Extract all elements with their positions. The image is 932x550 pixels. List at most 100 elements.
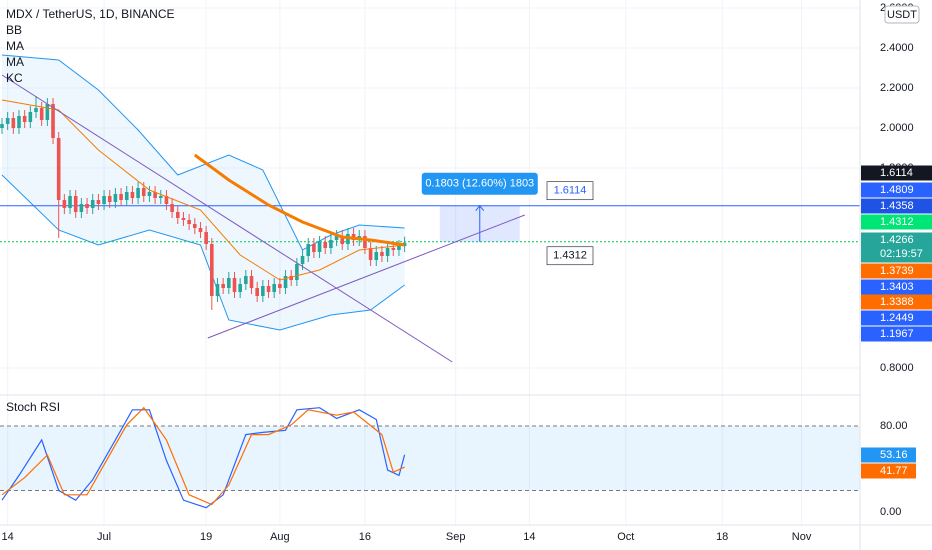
price-badge-text: 1.4266 bbox=[880, 234, 914, 246]
candle-body bbox=[283, 276, 288, 288]
x-tick-label: 14 bbox=[523, 531, 535, 543]
candle-body bbox=[147, 192, 152, 196]
band-line bbox=[1, 174, 405, 331]
y-tick-label: 80.00 bbox=[880, 420, 908, 432]
candle-body bbox=[192, 224, 197, 228]
candle-body bbox=[73, 196, 78, 212]
legend-item[interactable]: BB bbox=[6, 23, 22, 37]
candle-body bbox=[0, 124, 4, 128]
band-line bbox=[1, 54, 405, 251]
candle-body bbox=[11, 118, 16, 128]
candle-body bbox=[295, 264, 299, 280]
candle-body bbox=[119, 194, 123, 200]
candle-body bbox=[306, 244, 311, 256]
candle-body bbox=[232, 278, 237, 292]
candle-body bbox=[334, 236, 339, 240]
candle-body bbox=[5, 118, 10, 124]
stoch-badge bbox=[861, 447, 916, 463]
legend-item[interactable]: MA bbox=[6, 55, 24, 69]
candle-body bbox=[261, 286, 265, 296]
price-badge bbox=[861, 214, 932, 230]
price-badge-text: 1.3388 bbox=[880, 296, 914, 308]
candle-body bbox=[278, 284, 282, 288]
candle-body bbox=[28, 112, 33, 122]
candle-body bbox=[85, 204, 89, 208]
candle-body bbox=[68, 196, 72, 208]
x-tick-label: 16 bbox=[359, 531, 371, 543]
line-label: 1.6114 bbox=[554, 185, 587, 197]
x-tick-label: Jul bbox=[97, 531, 111, 543]
candle-body bbox=[198, 228, 203, 232]
candle-body bbox=[227, 278, 231, 288]
x-tick-label: Aug bbox=[270, 531, 290, 543]
line-label-bg bbox=[546, 246, 594, 266]
candle-body bbox=[385, 248, 390, 256]
stoch-badge-text: 53.16 bbox=[880, 449, 908, 461]
price-badge bbox=[861, 279, 932, 295]
candle-body bbox=[368, 248, 373, 260]
stoch-band bbox=[0, 425, 860, 491]
pane-title: Stoch RSI bbox=[6, 400, 60, 414]
candle-body bbox=[175, 212, 180, 218]
price-badge-text: 1.4312 bbox=[880, 216, 914, 228]
price-badge bbox=[861, 198, 932, 214]
price-badge bbox=[861, 310, 932, 326]
price-badge-text: 1.4358 bbox=[880, 200, 914, 212]
indicator-line bbox=[1, 99, 405, 281]
legend-item[interactable]: MA bbox=[6, 39, 24, 53]
candle-body bbox=[272, 284, 276, 292]
currency[interactable]: USDT bbox=[887, 9, 917, 21]
candle-body bbox=[170, 204, 174, 212]
candle-body bbox=[181, 218, 186, 220]
indicator-line bbox=[1, 74, 453, 363]
x-tick-label: Oct bbox=[617, 531, 634, 543]
price-badge bbox=[861, 294, 932, 310]
candle-body bbox=[323, 242, 328, 248]
price-badge bbox=[861, 232, 932, 263]
candle-body bbox=[210, 244, 214, 296]
y-tick-label: 2.0000 bbox=[880, 122, 914, 134]
measure-label-bg bbox=[421, 172, 538, 195]
x-tick-label: Nov bbox=[792, 531, 812, 543]
candle-body bbox=[34, 108, 38, 112]
candle-body bbox=[158, 196, 163, 198]
candle-body bbox=[153, 192, 157, 198]
candle-body bbox=[255, 288, 259, 296]
price-badge bbox=[861, 182, 932, 198]
price-badge bbox=[861, 263, 932, 279]
y-tick-label: 0.8000 bbox=[880, 362, 914, 374]
legend-item[interactable]: KC bbox=[6, 71, 23, 85]
price-badge-text: 1.2449 bbox=[880, 312, 914, 324]
candle-body bbox=[238, 284, 242, 292]
candle-body bbox=[17, 116, 21, 128]
candle-body bbox=[244, 276, 248, 284]
candle-body bbox=[215, 284, 220, 296]
stoch-badge-text: 41.77 bbox=[880, 465, 908, 477]
x-tick-label: 14 bbox=[2, 531, 14, 543]
chart-layer: 2.60002.40002.20002.00001.80000.800080.0… bbox=[0, 0, 914, 543]
price-badge bbox=[861, 326, 932, 342]
indicator-line bbox=[193, 153, 405, 247]
candle-body bbox=[113, 194, 118, 202]
candle-body bbox=[289, 276, 294, 280]
y-tick-label: 0.00 bbox=[880, 506, 901, 518]
candle-body bbox=[51, 104, 55, 138]
price-badge-text: 1.1967 bbox=[880, 328, 914, 340]
candle-body bbox=[45, 104, 50, 120]
y-tick-label: 2.2000 bbox=[880, 82, 914, 94]
candle-body bbox=[300, 256, 305, 264]
x-tick-label: 18 bbox=[716, 531, 728, 543]
candle-body bbox=[79, 204, 84, 212]
candle-body bbox=[39, 108, 44, 120]
countdown: 02:19:57 bbox=[880, 248, 923, 260]
price-badge-text: 1.3739 bbox=[880, 265, 914, 277]
candle-body bbox=[96, 200, 101, 204]
candle-body bbox=[62, 200, 67, 208]
candle-body bbox=[266, 286, 271, 292]
price-badge-text: 1.3403 bbox=[880, 281, 914, 293]
x-tick-label: Sep bbox=[446, 531, 466, 543]
price-badge-text: 1.6114 bbox=[880, 167, 913, 179]
candle-body bbox=[102, 196, 106, 204]
